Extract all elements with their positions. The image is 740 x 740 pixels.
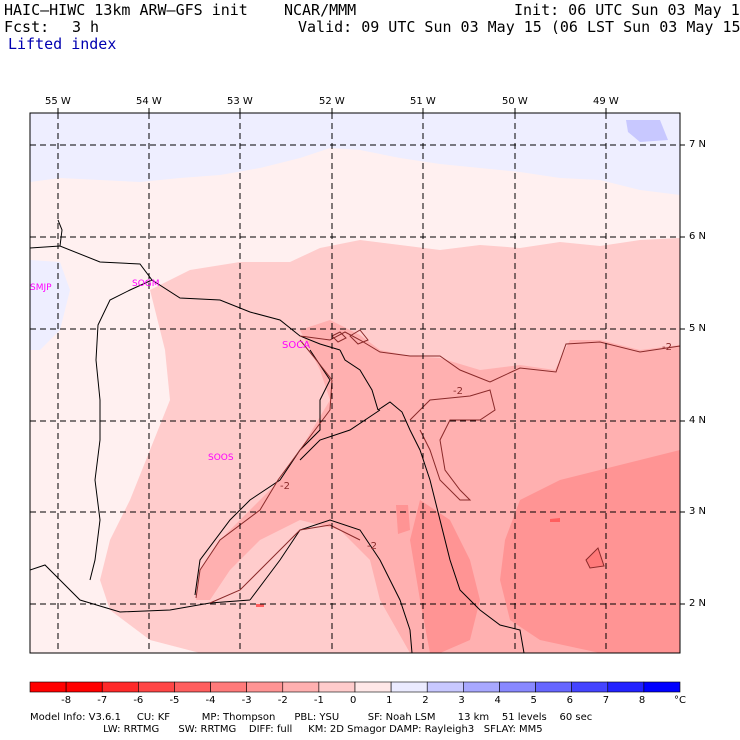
map-frame xyxy=(29,112,681,654)
colorbar-tick-label: -5 xyxy=(169,695,180,706)
colorbar-swatch xyxy=(246,681,284,693)
model-info-line2: LW: RRTMG SW: RRTMG DIFF: full KM: 2D Sm… xyxy=(30,724,543,735)
colorbar-swatch xyxy=(426,681,464,693)
colorbar-tick-label: 2 xyxy=(422,695,429,706)
colorbar-swatch xyxy=(463,681,500,693)
colorbar-tick-label: 6 xyxy=(566,695,574,706)
lon-label-52w: 52 W xyxy=(319,96,345,107)
colorbar-tick-label: 3 xyxy=(458,695,465,706)
colorbar-swatch xyxy=(65,681,103,693)
contour-label: -2 xyxy=(453,386,463,397)
colorbar-swatch xyxy=(354,681,392,693)
colorbar-tick-label: -6 xyxy=(133,695,144,706)
colorbar-tick-label: -1 xyxy=(313,695,324,706)
lon-label-49w: 49 W xyxy=(593,96,619,107)
lat-lon-grid xyxy=(30,113,680,653)
tick-marks xyxy=(57,108,685,605)
lon-label-55w: 55 W xyxy=(45,96,71,107)
forecast-label: Fcst: xyxy=(4,18,50,36)
station-smjp: SMJP xyxy=(30,283,52,293)
station-soca: SOCA xyxy=(282,340,311,351)
colorbar-tick-label: 4 xyxy=(494,695,501,706)
lat-label-4n: 4 N xyxy=(689,415,707,426)
contour-label: -2 xyxy=(280,481,290,492)
colorbar-tick-label: -4 xyxy=(205,695,216,706)
colorbar-tick-label: -3 xyxy=(241,695,252,706)
model-info-line1: Model Info: V3.6.1 CU: KF MP: Thompson P… xyxy=(30,712,593,723)
colorbar-tick-label: 1 xyxy=(386,695,393,706)
colorbar-tick-label: -7 xyxy=(97,695,108,706)
station-sogm: SOGM xyxy=(132,279,160,289)
contour-label: -2 xyxy=(662,342,672,353)
colorbar-tick-label: 0 xyxy=(350,695,357,706)
colorbar-swatch xyxy=(174,681,211,693)
lat-label-5n: 5 N xyxy=(689,323,707,334)
colorbar xyxy=(29,681,681,693)
lon-label-54w: 54 W xyxy=(136,96,162,107)
colorbar-swatch xyxy=(643,681,681,693)
colorbar-tick-label: -2 xyxy=(277,695,288,706)
contour-lines xyxy=(195,329,680,604)
colorbar-tick-label: 7 xyxy=(602,695,610,706)
valid-time: Valid: 09 UTC Sun 03 May 15 (06 LST Sun … xyxy=(298,18,740,36)
lon-label-50w: 50 W xyxy=(502,96,528,107)
lat-label-3n: 3 N xyxy=(689,506,707,517)
lon-label-53w: 53 W xyxy=(227,96,253,107)
station-soos: SOOS xyxy=(208,453,234,463)
lat-label-2n: 2 N xyxy=(689,598,707,609)
colorbar-unit: °C xyxy=(674,695,686,706)
model-title: HAIC–HIWC 13km ARW–GFS init NCAR/MMM xyxy=(4,1,357,19)
lon-label-51w: 51 W xyxy=(410,96,436,107)
colorbar-swatch xyxy=(29,681,67,693)
lifted-index-field xyxy=(30,113,680,653)
colorbar-tick-label: 5 xyxy=(530,695,537,706)
colorbar-swatch xyxy=(535,681,572,693)
colorbar-swatch xyxy=(390,681,428,693)
contour-label: -2 xyxy=(367,541,377,552)
field-name: Lifted index xyxy=(8,35,117,53)
colorbar-swatch xyxy=(607,681,645,693)
forecast-hours: 3 h xyxy=(72,18,100,36)
colorbar-swatch xyxy=(282,681,320,693)
colorbar-swatch xyxy=(210,681,247,693)
colorbar-swatch xyxy=(571,681,609,693)
colorbar-swatch xyxy=(101,681,139,693)
lat-label-6n: 6 N xyxy=(689,231,707,242)
colorbar-swatch xyxy=(138,681,175,693)
lat-label-7n: 7 N xyxy=(689,139,707,150)
colorbar-swatch xyxy=(499,681,536,693)
colorbar-tick-label: 8 xyxy=(638,695,646,706)
colorbar-tick-label: -8 xyxy=(61,695,72,706)
coastlines-borders xyxy=(30,219,525,653)
init-time: Init: 06 UTC Sun 03 May 15 xyxy=(514,1,740,19)
colorbar-swatch xyxy=(318,681,356,693)
